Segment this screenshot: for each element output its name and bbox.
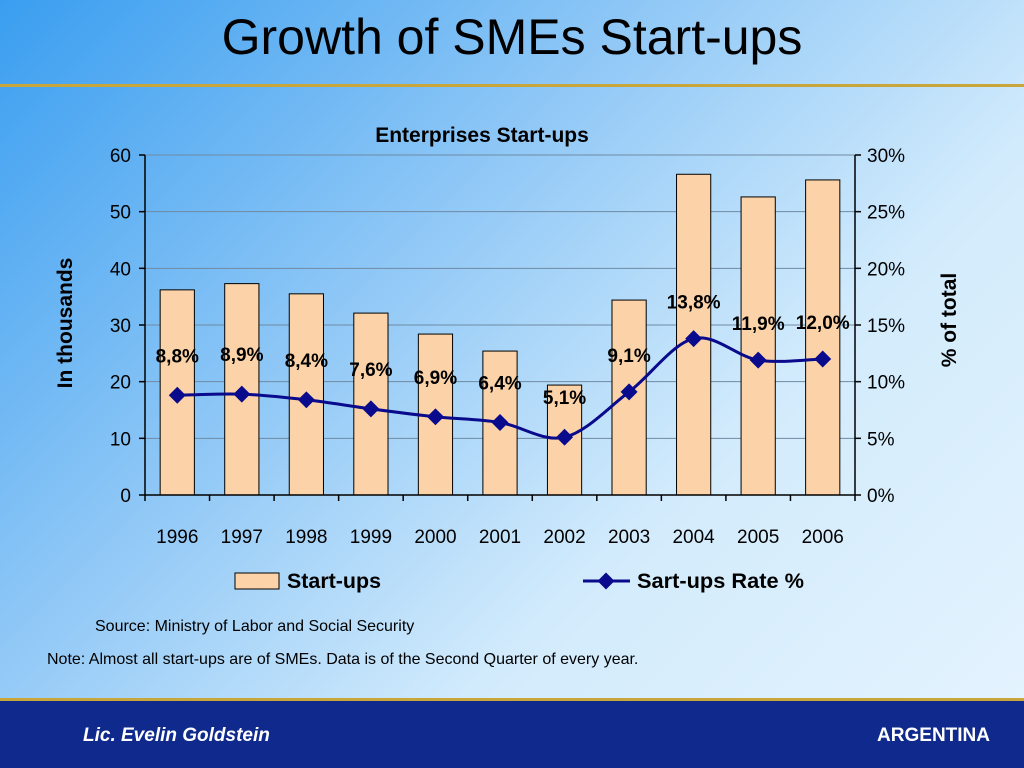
x-tick-label: 2001 [479,527,521,548]
rate-data-label-1996: 8,8% [156,346,199,367]
slide-title: Growth of SMEs Start-ups [221,9,803,65]
x-tick-label: 1999 [350,527,392,548]
bar-startups-2006 [805,179,841,496]
rate-marker-1999 [362,400,380,418]
x-tick-label: 2002 [543,527,585,548]
footer-bar: Lic. Evelin Goldstein ARGENTINA [0,701,1024,768]
rate-data-label-1997: 8,9% [220,345,263,366]
y2-axis-label: % of total [938,273,961,368]
rate-data-label-1999: 7,6% [349,360,392,381]
rate-marker-2001 [491,413,509,431]
rate-data-label-2002: 5,1% [543,388,586,409]
rate-data-label-2006: 12,0% [796,313,850,334]
legend-rate-label: Sart-ups Rate % [637,570,804,593]
rate-marker-1998 [297,391,315,409]
rate-data-label-2005: 11,9% [732,314,785,335]
axes-group: 0 10 20 30 40 50 60 0% 5% 10% 15% 20% 25% 30% 1996 1997… [110,146,905,548]
y-tick-label: 30 [110,316,131,337]
y2-tick-label: 0% [867,486,895,507]
rate-marker-2006 [814,350,832,368]
rate-data-label-2003: 9,1% [607,346,650,367]
footer-country: ARGENTINA [877,725,990,746]
legend-startups-swatch [234,572,280,590]
y2-tick-label: 10% [867,373,905,394]
rate-marker-2000 [426,408,444,426]
bar-startups-2005 [740,196,776,496]
y-tick-label: 60 [110,146,131,167]
start-ups-chart: Enterprises Start-ups In thousands % of … [54,124,961,593]
x-tick-label: 2000 [414,527,456,548]
y2-tick-label: 15% [867,316,905,337]
y2-tick-label: 25% [867,203,905,224]
rate-marker-2004 [685,330,703,348]
y-tick-label: 20 [110,373,131,394]
footer-author: Lic. Evelin Goldstein [83,725,270,746]
y-tick-label: 10 [110,429,131,450]
bars-group [159,173,841,496]
rate-data-label-2001: 6,4% [478,373,521,394]
y-tick-label: 0 [120,486,131,507]
y-axis-label: In thousands [54,258,77,389]
data-note: Note: Almost all start-ups are of SMEs. … [47,651,639,668]
y-tick-label: 50 [110,203,131,224]
x-tick-label: 2004 [672,527,715,548]
source-note: Source: Ministry of Labor and Social Sec… [95,618,415,635]
rate-data-label-1998: 8,4% [285,351,328,372]
legend-rate-marker [597,572,615,590]
rate-marker-2002 [556,428,574,446]
rate-data-label-2004: 13,8% [667,293,721,314]
x-tick-label: 1997 [221,527,263,548]
footer-divider [0,698,1024,701]
chart-title: Enterprises Start-ups [375,124,589,147]
rate-data-label-2000: 6,9% [414,368,457,389]
x-tick-label: 2005 [737,527,779,548]
y2-tick-label: 5% [867,429,895,450]
rate-marker-2003 [620,383,638,401]
rate-line-group: 8,8% 8,9% 8,4% 7,6% 6,9% 6,4% 5,1% 9,1% 13,8% 11,… [156,293,850,446]
rate-marker-1996 [168,386,186,404]
x-tick-label: 1996 [156,527,198,548]
x-tick-label: 1998 [285,527,327,548]
legend: Start-ups Sart-ups Rate % [234,570,804,593]
legend-startups-label: Start-ups [287,570,381,593]
rate-marker-2005 [749,351,767,369]
x-tick-label: 2006 [802,527,844,548]
rate-marker-1997 [233,385,251,403]
y2-tick-label: 20% [867,259,905,280]
y-tick-label: 40 [110,259,131,280]
x-tick-label: 2003 [608,527,650,548]
y2-tick-label: 30% [867,146,905,167]
title-divider [0,84,1024,87]
